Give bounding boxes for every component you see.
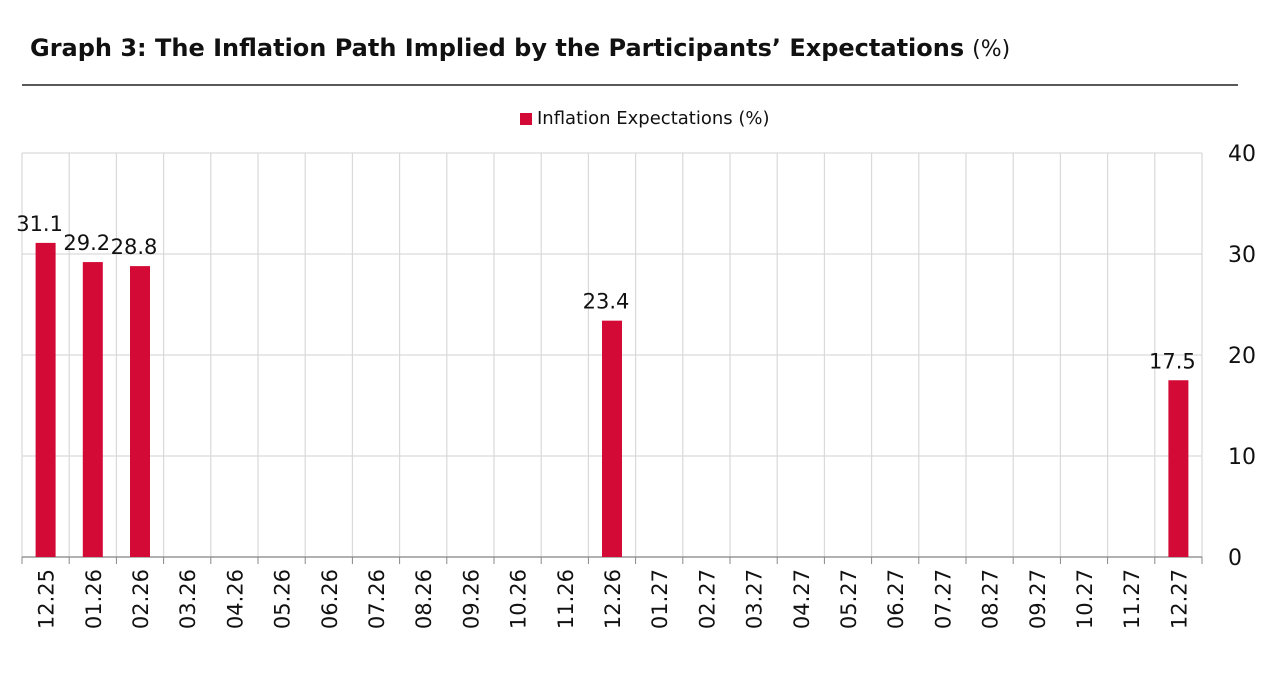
- x-tick-label: 05.27: [837, 569, 861, 629]
- x-tick-label: 04.26: [223, 569, 247, 629]
- x-tick-label: 09.26: [459, 569, 483, 629]
- title-main: Graph 3: The Inflation Path Implied by t…: [30, 34, 964, 62]
- data-label: 29.2: [63, 231, 110, 255]
- bar: [602, 320, 622, 557]
- x-tick-label: 10.26: [507, 569, 531, 629]
- y-tick-label: 40: [1228, 142, 1256, 167]
- y-tick-label: 0: [1228, 546, 1242, 571]
- x-tick-label: 07.26: [365, 569, 389, 629]
- x-tick-label: 02.26: [129, 569, 153, 629]
- x-tick-label: 09.27: [1026, 569, 1050, 629]
- x-tick-label: 02.27: [695, 569, 719, 629]
- x-tick-label: 01.27: [648, 569, 672, 629]
- data-label: 28.8: [111, 235, 158, 259]
- data-label: 31.1: [16, 212, 63, 236]
- x-tick-label: 04.27: [790, 569, 814, 629]
- x-tick-label: 06.27: [884, 569, 908, 629]
- x-tick-label: 08.26: [412, 569, 436, 629]
- bar: [1168, 380, 1189, 557]
- x-tick-label: 11.26: [554, 569, 578, 629]
- y-tick-label: 20: [1228, 344, 1256, 369]
- y-tick-label: 10: [1228, 445, 1256, 470]
- x-tick-label: 01.26: [82, 569, 106, 629]
- legend-swatch: [520, 113, 532, 125]
- bar: [130, 266, 150, 557]
- x-tick-label: 12.25: [35, 569, 59, 629]
- bar: [82, 262, 103, 557]
- x-tick-label: 03.26: [176, 569, 200, 629]
- data-label: 17.5: [1149, 349, 1196, 373]
- data-label: 23.4: [583, 290, 630, 314]
- title-suffix: (%): [972, 37, 1010, 62]
- legend-label: Inflation Expectations (%): [537, 108, 770, 129]
- x-tick-label: 05.26: [271, 569, 295, 629]
- bar: [35, 242, 56, 557]
- x-tick-label: 12.26: [601, 569, 625, 629]
- x-tick-label: 11.27: [1120, 569, 1144, 629]
- x-tick-label: 12.27: [1167, 569, 1191, 629]
- x-tick-label: 10.27: [1073, 569, 1097, 629]
- x-tick-label: 03.27: [743, 569, 767, 629]
- y-tick-label: 30: [1228, 243, 1256, 268]
- x-tick-label: 06.26: [318, 569, 342, 629]
- x-tick-label: 08.27: [979, 569, 1003, 629]
- x-tick-label: 07.27: [931, 569, 955, 629]
- chart-title: Graph 3: The Inflation Path Implied by t…: [30, 34, 1010, 62]
